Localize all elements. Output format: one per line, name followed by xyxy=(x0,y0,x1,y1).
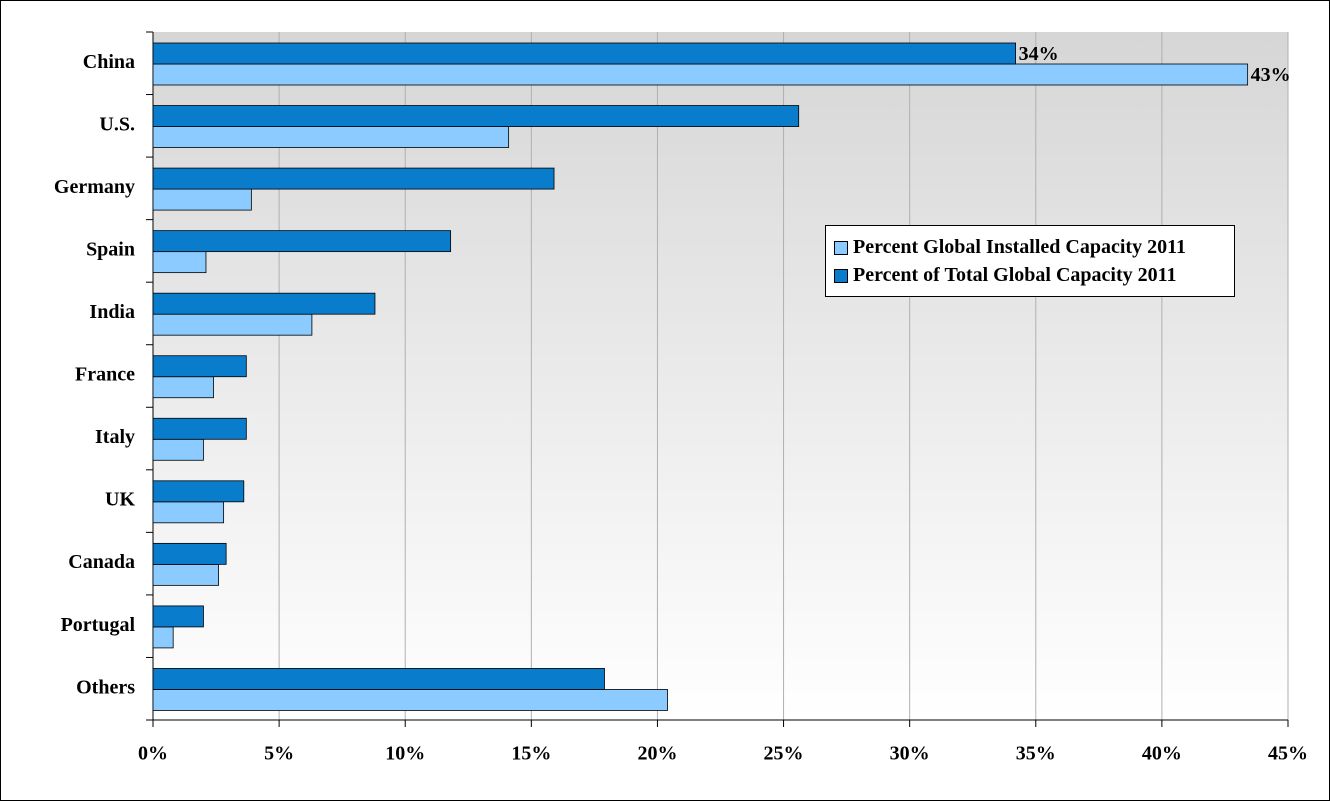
data-label: 43% xyxy=(1251,64,1291,86)
bar xyxy=(152,563,219,586)
x-tick-label: 40% xyxy=(1142,743,1182,765)
y-tick-label: UK xyxy=(105,489,135,511)
legend-item: Percent of Total Global Capacity 2011 xyxy=(834,262,1226,288)
y-tick-label: Portugal xyxy=(61,614,136,636)
bar xyxy=(152,480,245,503)
bar xyxy=(152,689,668,711)
bar xyxy=(152,605,204,628)
bar xyxy=(152,417,247,440)
bar xyxy=(152,42,1016,65)
y-tick-label: U.S. xyxy=(99,113,135,135)
bar xyxy=(152,376,214,399)
legend: Percent Global Installed Capacity 2011 Pe… xyxy=(825,225,1235,297)
x-tick-label: 15% xyxy=(511,743,551,765)
bar xyxy=(152,626,174,649)
bar xyxy=(152,105,800,127)
x-tick-label: 35% xyxy=(1016,743,1056,765)
bar xyxy=(152,292,376,315)
y-tick-label: Germany xyxy=(54,176,135,198)
x-tick-label: 30% xyxy=(890,743,930,765)
bar xyxy=(152,230,452,253)
bar xyxy=(152,438,204,461)
y-tick-label: India xyxy=(89,301,135,323)
y-tick-label: France xyxy=(75,364,135,386)
bar xyxy=(152,126,510,148)
legend-item: Percent Global Installed Capacity 2011 xyxy=(834,234,1226,260)
bar xyxy=(152,313,313,336)
y-tick-label: Others xyxy=(76,676,135,698)
x-tick-label: 25% xyxy=(764,743,804,765)
bar xyxy=(152,501,225,524)
bar xyxy=(152,63,1249,86)
bar xyxy=(152,668,605,690)
x-tick-label: 10% xyxy=(385,743,425,765)
bar xyxy=(152,355,247,378)
bar xyxy=(152,188,252,211)
y-tick-label: China xyxy=(83,51,135,73)
legend-label: Percent Global Installed Capacity 2011 xyxy=(853,236,1186,258)
legend-swatch xyxy=(834,269,848,283)
x-tick-label: 5% xyxy=(264,743,294,765)
bar xyxy=(152,167,555,190)
y-tick-label: Canada xyxy=(68,551,135,573)
x-tick-label: 45% xyxy=(1268,743,1308,765)
x-tick-label: 20% xyxy=(637,743,677,765)
data-label: 34% xyxy=(1019,43,1059,65)
legend-swatch xyxy=(834,241,848,255)
bar xyxy=(152,542,227,565)
legend-label: Percent of Total Global Capacity 2011 xyxy=(853,264,1177,286)
x-tick-label: 0% xyxy=(138,743,168,765)
y-tick-label: Spain xyxy=(86,239,135,261)
bar xyxy=(152,251,207,274)
y-tick-label: Italy xyxy=(95,426,135,448)
